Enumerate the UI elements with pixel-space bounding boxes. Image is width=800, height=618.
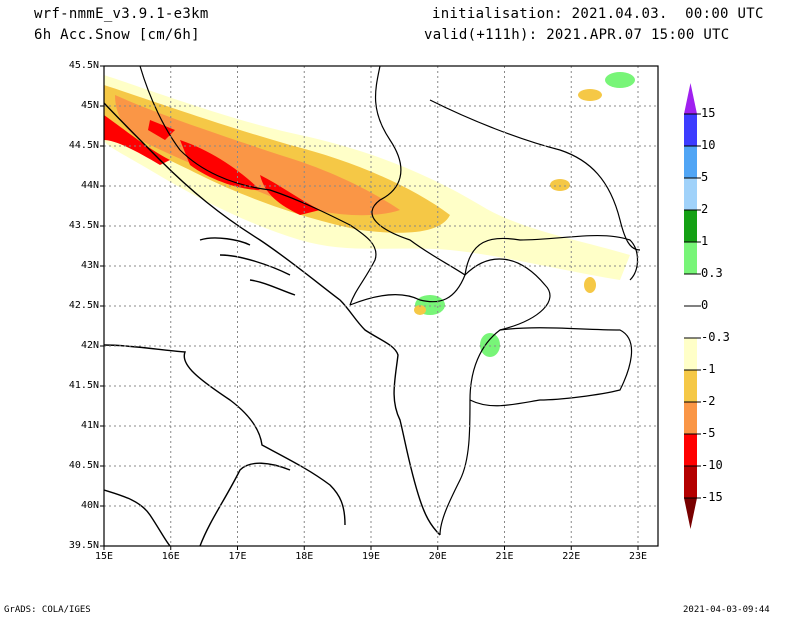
lat-label: 45.5N <box>68 60 99 71</box>
initialisation-time: initialisation: 2021.04.03. 00:00 UTC <box>432 6 764 22</box>
lat-label: 40.5N <box>68 460 99 471</box>
colorbar-label: -1 <box>701 362 716 376</box>
lon-label: 22E <box>562 551 581 562</box>
colorbar-band <box>684 402 697 434</box>
colorbar-band <box>684 210 697 242</box>
colorbar-bottom-tip <box>684 498 697 529</box>
colorbar-label: 0.3 <box>701 266 723 280</box>
lat-label: 44N <box>80 180 99 191</box>
colorbar-label: -5 <box>701 426 716 440</box>
colorbar-band <box>684 434 697 466</box>
lon-label: 18E <box>295 551 314 562</box>
colorbar-label: 15 <box>701 106 716 120</box>
lon-label: 17E <box>228 551 247 562</box>
lon-label: 21E <box>495 551 514 562</box>
colorbar-label: -10 <box>701 458 723 472</box>
country-borders <box>139 66 641 536</box>
colorbar-label: 10 <box>701 138 716 152</box>
lat-label: 44.5N <box>68 140 99 151</box>
colorbar-band <box>684 178 697 210</box>
lat-label: 41N <box>80 420 99 431</box>
colorbar-label: 1 <box>701 234 709 248</box>
valid-time: valid(+111h): 2021.APR.07 15:00 UTC <box>424 27 730 43</box>
colorbar-band <box>684 274 697 306</box>
colorbar-band <box>684 338 697 370</box>
gridlines <box>104 66 658 546</box>
model-name: wrf-nmmE_v3.9.1-e3km <box>34 6 209 22</box>
colorbar-band <box>684 146 697 178</box>
lat-label: 43.5N <box>68 220 99 231</box>
colorbar-label: -15 <box>701 490 723 504</box>
lon-label: 19E <box>362 551 381 562</box>
lon-label: 23E <box>629 551 648 562</box>
colorbar-label: 2 <box>701 202 709 216</box>
colorbar-label: -2 <box>701 394 716 408</box>
variable-title: 6h Acc.Snow [cm/6h] <box>34 27 200 43</box>
colorbar-label: 5 <box>701 170 709 184</box>
lon-label: 16E <box>161 551 180 562</box>
lat-label: 40N <box>80 500 99 511</box>
lat-label: 39.5N <box>68 540 99 551</box>
lat-label: 42N <box>80 340 99 351</box>
lon-label: 15E <box>95 551 114 562</box>
lat-label: 42.5N <box>68 300 99 311</box>
colorbar-label: 0 <box>701 298 709 312</box>
colorbar-label: -0.3 <box>701 330 730 344</box>
lat-label: 45N <box>80 100 99 111</box>
colorbar-band <box>684 114 697 146</box>
axis-ticks <box>100 65 639 550</box>
coastlines <box>104 102 441 546</box>
colorbar <box>684 83 701 529</box>
footer-software: GrADS: COLA/IGES <box>4 605 91 615</box>
lon-label: 20E <box>428 551 447 562</box>
lat-label: 43N <box>80 260 99 271</box>
colorbar-band <box>684 370 697 402</box>
colorbar-band <box>684 242 697 274</box>
snow-field <box>104 72 635 357</box>
colorbar-band <box>684 466 697 498</box>
colorbar-top-tip <box>684 83 697 114</box>
lat-label: 41.5N <box>68 380 99 391</box>
footer-timestamp: 2021-04-03-09:44 <box>683 605 770 615</box>
colorbar-band <box>684 306 697 338</box>
map-area <box>104 66 658 546</box>
